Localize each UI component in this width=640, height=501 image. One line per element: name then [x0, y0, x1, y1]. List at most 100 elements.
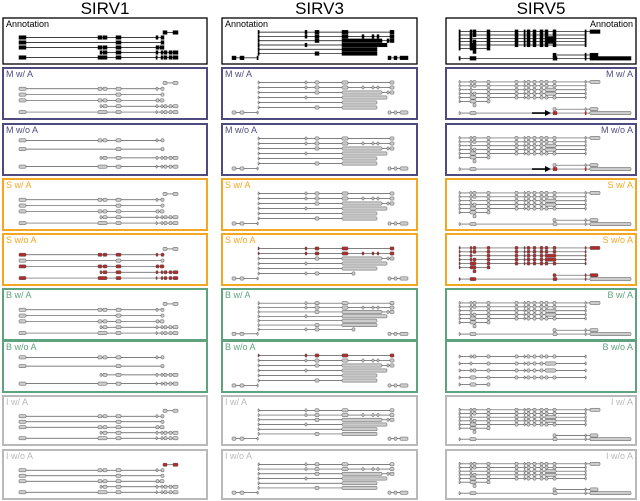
exon [552, 107, 557, 112]
exon [472, 147, 477, 152]
exon [155, 104, 159, 109]
exon [115, 92, 122, 97]
transcript [18, 203, 165, 208]
exon [523, 308, 526, 313]
exon [115, 50, 122, 55]
transcript [18, 355, 165, 360]
exon [523, 42, 526, 48]
exon [163, 490, 168, 495]
exon [458, 99, 461, 104]
exon [539, 469, 544, 474]
exon [469, 265, 477, 270]
transcript [458, 472, 587, 477]
exon [155, 414, 159, 419]
exon [387, 110, 392, 115]
exon [257, 211, 260, 216]
exon [389, 141, 395, 146]
exon [523, 32, 526, 38]
panel-label: B w/ A [225, 290, 251, 300]
exon [458, 206, 461, 211]
exon [97, 98, 103, 103]
exon [159, 479, 165, 484]
exon [341, 201, 383, 206]
transcript [552, 433, 599, 438]
exon [539, 312, 544, 317]
exon [472, 32, 477, 38]
exon [458, 87, 461, 92]
exon [469, 332, 477, 336]
exon [526, 202, 531, 207]
exon [99, 156, 103, 160]
exon [539, 143, 544, 148]
exon [18, 425, 27, 430]
exon [544, 316, 549, 321]
exon [544, 198, 557, 203]
exon [172, 373, 179, 377]
panel-s-w-o-a: S w/o A [445, 233, 637, 286]
transcript [458, 415, 587, 420]
panel-label: Annotation [6, 19, 49, 29]
exon [472, 39, 477, 44]
exon [514, 29, 519, 34]
exon [168, 331, 173, 335]
exon [469, 249, 473, 254]
exon [552, 95, 557, 100]
exon [526, 257, 531, 262]
exon [18, 45, 27, 50]
exon [523, 202, 526, 207]
exon [18, 355, 27, 360]
exon [257, 42, 260, 48]
exon [552, 206, 557, 211]
exon [552, 277, 558, 281]
transcript [99, 325, 179, 330]
exon [552, 316, 557, 321]
exon [544, 472, 557, 477]
exon [523, 261, 526, 266]
panel-label: M w/o A [225, 125, 257, 135]
transcript [18, 147, 165, 151]
exon [544, 422, 549, 427]
exon [526, 139, 531, 144]
exon [97, 331, 108, 335]
exon [159, 98, 165, 103]
exon [544, 418, 557, 423]
exon [257, 378, 260, 383]
exon [257, 481, 260, 486]
exon [256, 436, 259, 441]
exon [155, 307, 159, 312]
panel-label: B w/o A [602, 342, 633, 352]
exon [486, 83, 491, 88]
exon [115, 364, 122, 368]
transcript [458, 194, 587, 199]
exon [486, 301, 491, 305]
exon [514, 375, 519, 380]
exon [539, 191, 544, 195]
exon [257, 368, 260, 373]
transcript [257, 85, 395, 90]
exon [172, 55, 179, 60]
transcript [257, 271, 356, 276]
exon [102, 270, 108, 275]
exon [257, 201, 260, 206]
exon [168, 55, 173, 60]
exon [539, 91, 544, 96]
exon [155, 276, 158, 280]
exon [257, 151, 260, 156]
exon [257, 314, 260, 319]
exon [458, 246, 461, 250]
exon [160, 473, 165, 478]
exon [257, 136, 260, 141]
exon [155, 479, 160, 484]
exon [514, 136, 519, 140]
exon [18, 86, 27, 91]
transcript [458, 407, 601, 412]
exon [523, 151, 526, 156]
exon [163, 373, 168, 377]
exon [18, 264, 27, 269]
exon [523, 312, 526, 317]
transcript [458, 143, 587, 148]
exon [532, 249, 537, 254]
transcript [472, 49, 477, 54]
exon [532, 304, 537, 309]
exon [341, 246, 349, 251]
